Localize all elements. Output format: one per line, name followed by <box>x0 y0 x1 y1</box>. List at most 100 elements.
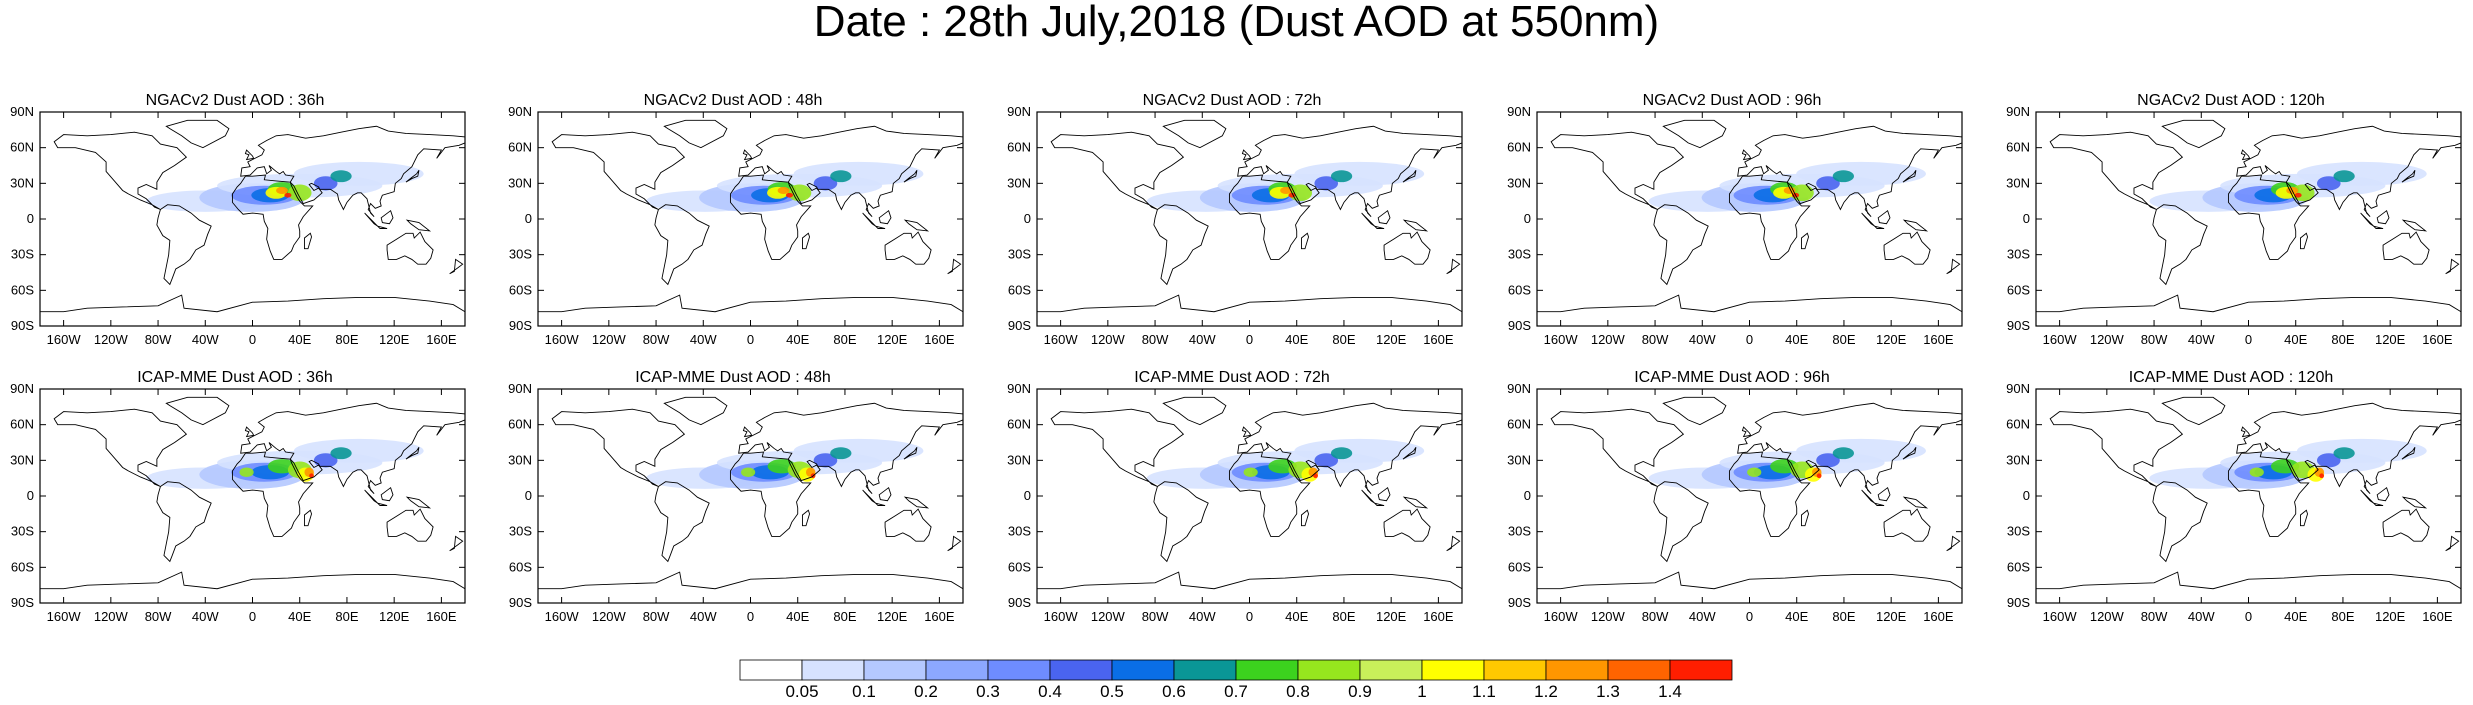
coastline <box>878 486 892 502</box>
coastline <box>878 209 892 225</box>
coastlines <box>1037 396 1463 590</box>
lat-label: 90N <box>1507 381 1531 396</box>
coastline <box>551 408 686 487</box>
colorbar-label: 1.1 <box>1472 682 1496 701</box>
lon-label: 80E <box>1832 609 1855 624</box>
coastline <box>1153 204 1209 286</box>
lat-label: 60N <box>1507 140 1531 155</box>
coastline <box>53 131 188 210</box>
dust-contour <box>1816 473 1822 479</box>
lon-label: 160W <box>545 332 580 347</box>
panel-title: NGACv2 Dust AOD : 120h <box>2137 92 2325 109</box>
coastline <box>1861 212 1875 227</box>
coastline <box>1728 174 1811 260</box>
lon-label: 80W <box>643 332 670 347</box>
coastline <box>663 119 728 149</box>
coastline <box>2382 508 2430 542</box>
colorbar-label: 1 <box>1417 682 1426 701</box>
coastline <box>303 232 312 250</box>
map-panel: NGACv2 Dust AOD : 96h 90N 60N 30N 0 30S 60S 90S… <box>1497 92 1967 372</box>
lat-label: 60S <box>1508 282 1531 297</box>
map-plot: 90N 60N 30N 0 30S 60S 90S 160W 120W 80W 40W 0 40E 80E… <box>508 104 964 347</box>
map-frame <box>1036 111 1463 327</box>
lat-label: 30N <box>2006 452 2030 467</box>
map-frame <box>537 111 964 327</box>
coastline <box>1902 219 1929 232</box>
colorbar-swatch <box>1607 659 1671 681</box>
map-plot: 90N 60N 30N 0 30S 60S 90S 160W 120W 80W 40W 0 40E 80E… <box>10 104 466 347</box>
coastline <box>1241 426 1252 438</box>
lat-label: 90N <box>10 104 34 119</box>
map-plot: 90N 60N 30N 0 30S 60S 90S 160W 120W 80W 40W 0 40E 80E… <box>1007 381 1463 624</box>
coastline <box>1800 509 1809 527</box>
map-plot: 90N 60N 30N 0 30S 60S 90S 160W 120W 80W 40W 0 40E 80E… <box>2006 381 2462 624</box>
coastlines <box>40 396 466 590</box>
coastline <box>1300 232 1309 250</box>
colorbar-swatch <box>1669 659 1733 681</box>
coastline <box>2445 535 2460 552</box>
coastline <box>663 396 728 426</box>
lon-label: 120E <box>1876 332 1907 347</box>
map-plot: 90N 60N 30N 0 30S 60S 90S 160W 120W 80W 40W 0 40E 80E… <box>508 381 964 624</box>
dust-contour <box>1832 170 1854 183</box>
lon-label: 160W <box>47 332 82 347</box>
coastline <box>1037 571 1463 590</box>
map-panel: NGACv2 Dust AOD : 36h 90N 60N 30N 0 30S 60S 90S… <box>0 92 470 372</box>
lon-label: 160W <box>1544 332 1579 347</box>
lon-label: 160E <box>2422 609 2453 624</box>
lat-label: 60N <box>508 417 532 432</box>
coastline <box>1050 131 1185 210</box>
coastline <box>947 258 962 275</box>
lat-label: 60S <box>509 282 532 297</box>
colorbar-swatch <box>925 659 989 681</box>
coastline <box>2299 509 2308 527</box>
lon-label: 160W <box>1044 609 1079 624</box>
lat-label: 90N <box>1007 381 1031 396</box>
colorbar-swatch <box>1173 659 1237 681</box>
lon-label: 40E <box>1285 332 1308 347</box>
coastline <box>742 149 753 161</box>
coastline <box>2049 131 2184 210</box>
coastline <box>1873 502 1885 506</box>
lat-label: 30S <box>509 247 532 262</box>
dust-aod-field <box>1146 438 1425 489</box>
lat-label: 0 <box>525 211 532 226</box>
coastline <box>1383 508 1431 542</box>
coastline <box>1902 496 1929 509</box>
coastline <box>156 481 212 563</box>
lat-label: 60S <box>1008 282 1031 297</box>
coastline <box>244 426 255 438</box>
map-panel: NGACv2 Dust AOD : 48h 90N 60N 30N 0 30S 60S 90S… <box>498 92 968 372</box>
lat-label: 30S <box>1508 524 1531 539</box>
lon-label: 120W <box>1591 332 1626 347</box>
lat-label: 90S <box>1008 595 1031 610</box>
coastline <box>2240 149 2251 161</box>
coastline <box>2240 426 2251 438</box>
lon-label: 120E <box>2375 609 2406 624</box>
lat-label: 30N <box>1007 175 1031 190</box>
coastline <box>156 204 212 286</box>
coastline <box>1050 408 1185 487</box>
dust-contour <box>785 192 793 198</box>
coastline <box>2401 170 2416 183</box>
colorbar-swatch <box>1421 659 1485 681</box>
dust-contour <box>2333 447 2355 460</box>
lon-label: 160W <box>1544 609 1579 624</box>
map-panel: ICAP-MME Dust AOD : 96h 90N 60N 30N 0 30S 60S 9… <box>1497 369 1967 649</box>
lon-label: 120E <box>1376 609 1407 624</box>
coastline <box>1662 396 1727 426</box>
lat-label: 30N <box>508 452 532 467</box>
colorbar-label: 0.2 <box>914 682 938 701</box>
colorbar-label: 0.05 <box>785 682 818 701</box>
lon-label: 40E <box>1285 609 1308 624</box>
coastline <box>1228 174 1311 260</box>
lon-label: 40W <box>2188 332 2215 347</box>
lon-label: 80E <box>833 609 856 624</box>
coastline <box>1153 481 1209 563</box>
coastline <box>1883 231 1931 265</box>
colorbar-svg: 0.05 0.1 0.2 0.3 0.4 0.5 0.6 0.7 0.8 0.9 1 1.1 1.2 1.… <box>739 659 1733 701</box>
coastline <box>884 508 932 542</box>
dust-contour <box>330 170 352 183</box>
lat-label: 30S <box>2007 524 2030 539</box>
colorbar-label: 0.1 <box>852 682 876 701</box>
